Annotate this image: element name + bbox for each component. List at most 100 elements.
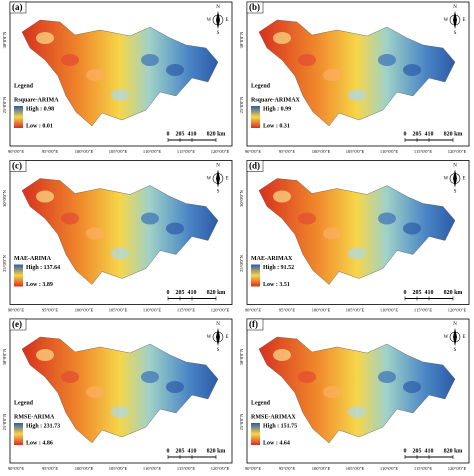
lon-label: 90°0'0"E bbox=[8, 466, 24, 471]
scale-label: 205 bbox=[176, 131, 185, 137]
map-patch bbox=[111, 247, 129, 260]
compass-needle bbox=[453, 328, 457, 346]
scale-label: 0 bbox=[404, 131, 407, 137]
lon-label: 100°0'0"E bbox=[75, 149, 94, 154]
lon-label: 90°0'0"E bbox=[8, 308, 24, 313]
lat-label: 25°0'0"N bbox=[2, 254, 7, 271]
legend-high: High : 151.75 bbox=[263, 423, 297, 429]
legend-heading: Legend bbox=[14, 400, 34, 406]
legend-heading: Legend bbox=[251, 83, 271, 89]
compass-letter: N bbox=[216, 5, 220, 10]
label-box bbox=[246, 1, 264, 14]
scale-label: 820 km bbox=[444, 290, 463, 296]
map-panel: (c) MAE-ARIMA High : 137.64 Low : 3.89 0 205 4… bbox=[2, 160, 233, 313]
lon-label: 115°0'0"E bbox=[414, 149, 433, 154]
label-box bbox=[9, 160, 27, 172]
compass-letter: N bbox=[453, 164, 457, 169]
lon-label: 115°0'0"E bbox=[414, 308, 433, 313]
legend-high: High : 137.64 bbox=[26, 265, 60, 271]
lat-label: 25°0'0"N bbox=[2, 413, 7, 430]
map-patch bbox=[86, 386, 104, 398]
map-patch bbox=[403, 222, 421, 235]
map-patch bbox=[323, 227, 341, 240]
lon-label: 100°0'0"E bbox=[312, 308, 331, 313]
map-patch bbox=[61, 371, 79, 383]
legend-title: MAE-ARIMA bbox=[14, 256, 52, 262]
lat-label: 25°0'0"N bbox=[239, 96, 244, 113]
compass-letter: W bbox=[444, 177, 449, 182]
map-patch bbox=[111, 406, 129, 418]
legend-low: Low : 0.31 bbox=[263, 123, 290, 129]
lon-label: 95°0'0"E bbox=[279, 308, 295, 313]
scale-label: 205 bbox=[176, 290, 185, 296]
lon-label: 110°0'0"E bbox=[143, 466, 162, 471]
map-panel: (a) Legend Rsquare-ARIMA High : 0.98 Low : 0… bbox=[2, 1, 233, 154]
map-patch bbox=[141, 54, 159, 66]
scale-label: 205 bbox=[413, 290, 422, 296]
compass-letter: E bbox=[462, 18, 465, 23]
lon-label: 95°0'0"E bbox=[42, 149, 58, 154]
map-patch bbox=[141, 212, 159, 225]
compass-letter: E bbox=[225, 18, 228, 23]
legend-low: Low : 3.89 bbox=[26, 282, 53, 288]
map-patch bbox=[403, 381, 421, 393]
legend-title: RMSE-ARIMAX bbox=[251, 414, 296, 420]
map-patch bbox=[273, 190, 291, 203]
legend-ramp bbox=[14, 423, 23, 445]
legend-ramp bbox=[14, 106, 23, 128]
lat-label: 25°0'0"N bbox=[239, 254, 244, 271]
compass-letter: N bbox=[216, 164, 220, 169]
lon-label: 100°0'0"E bbox=[312, 466, 331, 471]
legend-ramp bbox=[251, 423, 260, 445]
legend-title: Rsquare-ARIMAX bbox=[251, 97, 301, 103]
map-patch bbox=[36, 349, 54, 361]
lon-label: 100°0'0"E bbox=[312, 149, 331, 154]
lon-label: 120°0'0"E bbox=[211, 149, 230, 154]
basin-map bbox=[258, 19, 456, 127]
compass-needle bbox=[453, 169, 457, 188]
map-patch bbox=[348, 406, 366, 418]
legend-high: High : 231.73 bbox=[26, 423, 60, 429]
label-box bbox=[9, 1, 27, 14]
lat-label: 30°0'0"N bbox=[2, 31, 7, 48]
map-patch bbox=[348, 89, 366, 101]
scale-label: 0 bbox=[404, 448, 407, 454]
basin-map bbox=[21, 178, 219, 285]
lon-label: 120°0'0"E bbox=[448, 466, 467, 471]
lon-label: 110°0'0"E bbox=[143, 308, 162, 313]
basin-map bbox=[21, 19, 219, 127]
legend-low: Low : 0.01 bbox=[26, 123, 53, 129]
map-patch bbox=[323, 386, 341, 398]
legend-title: RMSE-ARIMA bbox=[14, 414, 55, 420]
scale-label: 0 bbox=[167, 131, 170, 137]
compass-letter: N bbox=[216, 322, 220, 327]
lon-label: 90°0'0"E bbox=[245, 308, 261, 313]
lat-label: 30°0'0"N bbox=[2, 189, 7, 206]
map-patch bbox=[403, 64, 421, 76]
lon-label: 115°0'0"E bbox=[177, 466, 196, 471]
scale-label: 820 km bbox=[207, 448, 226, 454]
lon-label: 115°0'0"E bbox=[177, 149, 196, 154]
lon-label: 90°0'0"E bbox=[8, 149, 24, 154]
legend-ramp bbox=[14, 264, 23, 287]
map-patch bbox=[111, 89, 129, 101]
scale-label: 0 bbox=[404, 290, 407, 296]
lon-label: 110°0'0"E bbox=[380, 466, 399, 471]
map-patch bbox=[378, 54, 396, 66]
map-patch bbox=[86, 69, 104, 81]
map-panel: (e) Legend RMSE-ARIMA High : 231.73 Low : 4.… bbox=[2, 318, 233, 471]
map-patch bbox=[166, 381, 184, 393]
label-box bbox=[246, 318, 264, 331]
map-panel: (f) Legend RMSE-ARIMAX High : 151.75 Low : 4… bbox=[239, 318, 470, 471]
scale-label: 205 bbox=[413, 448, 422, 454]
basin-map bbox=[258, 336, 456, 444]
scale-label: 205 bbox=[176, 448, 185, 454]
legend-ramp bbox=[251, 106, 260, 128]
lon-label: 120°0'0"E bbox=[448, 308, 467, 313]
compass-needle bbox=[216, 169, 220, 188]
compass-letter: E bbox=[225, 177, 228, 182]
map-patch bbox=[36, 32, 54, 44]
compass-letter: W bbox=[444, 18, 449, 23]
map-patch bbox=[323, 69, 341, 81]
